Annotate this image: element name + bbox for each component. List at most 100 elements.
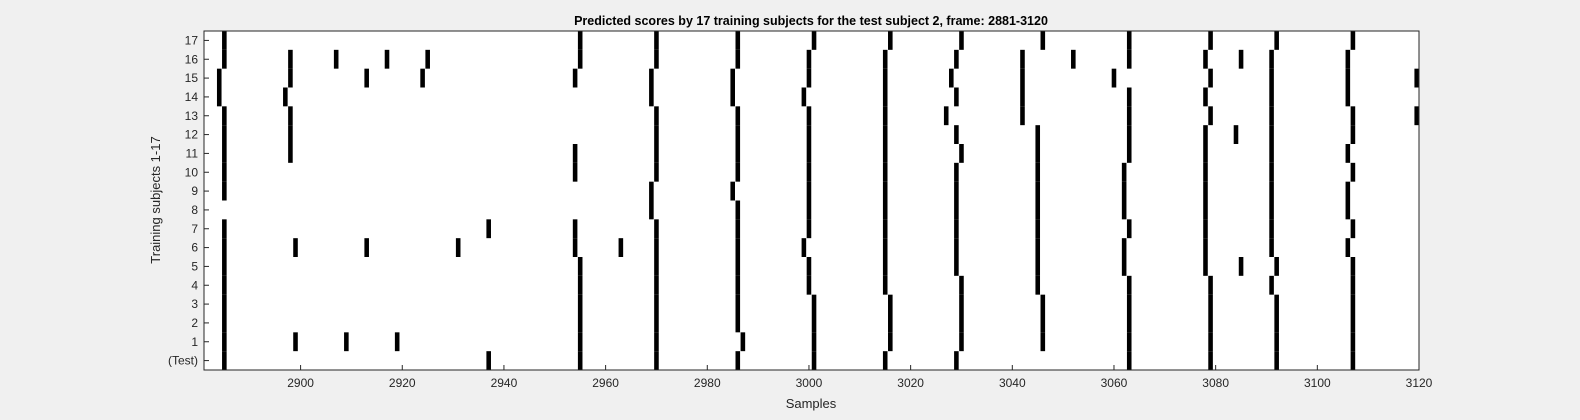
x-tick-label-11: 3120 <box>1406 376 1433 390</box>
score-mark-row4-2 <box>654 275 659 295</box>
score-mark-row4-1 <box>577 275 583 295</box>
score-mark-row11-6 <box>882 144 888 163</box>
score-mark-row1-6 <box>740 332 746 352</box>
score-mark-row2-7 <box>1040 313 1046 333</box>
score-mark-row16-0 <box>222 49 227 69</box>
score-mark-row14-9 <box>1203 87 1208 107</box>
score-mark-row0-5 <box>811 351 817 370</box>
score-mark-row2-4 <box>811 313 817 333</box>
score-mark-row2-3 <box>735 313 741 333</box>
score-mark-row16-8 <box>806 49 812 69</box>
score-mark-row4-11 <box>1350 275 1356 295</box>
score-mark-row11-3 <box>654 144 659 163</box>
score-mark-row16-5 <box>577 49 583 69</box>
score-mark-row10-6 <box>954 162 959 182</box>
score-mark-row9-8 <box>1203 181 1208 201</box>
score-mark-row8-7 <box>1203 200 1208 220</box>
score-mark-row13-2 <box>654 106 659 126</box>
score-mark-row4-10 <box>1269 275 1274 295</box>
score-mark-row11-1 <box>288 144 293 163</box>
y-tick-label-3: 3 <box>191 297 198 311</box>
score-mark-row0-9 <box>1208 351 1213 370</box>
score-mark-row4-0 <box>222 275 227 295</box>
score-mark-row2-2 <box>654 313 659 333</box>
score-mark-row11-2 <box>572 144 578 163</box>
score-mark-row17-5 <box>888 31 893 50</box>
score-mark-row3-7 <box>1040 294 1046 314</box>
score-mark-row14-8 <box>1126 87 1132 107</box>
score-mark-row5-8 <box>1121 257 1127 276</box>
x-tick-label-6: 3020 <box>897 376 924 390</box>
y-tick-label-0: (Test) <box>168 354 198 368</box>
y-tick-label-14: 14 <box>185 90 199 104</box>
score-mark-row15-7 <box>806 68 812 88</box>
x-tick-label-8: 3060 <box>1101 376 1128 390</box>
score-mark-row8-5 <box>1035 200 1041 220</box>
score-mark-row17-7 <box>1040 31 1046 50</box>
score-mark-row16-2 <box>333 49 339 69</box>
score-mark-row9-10 <box>1345 181 1351 201</box>
y-tick-label-9: 9 <box>191 184 198 198</box>
x-tick-label-0: 2900 <box>287 376 314 390</box>
score-mark-row15-12 <box>1208 68 1213 88</box>
score-mark-row15-0 <box>216 68 222 88</box>
score-mark-row9-9 <box>1269 181 1274 201</box>
score-mark-row12-9 <box>1203 125 1208 144</box>
y-tick-label-2: 2 <box>191 316 198 330</box>
score-mark-row12-11 <box>1269 125 1274 144</box>
score-mark-row1-12 <box>1208 332 1213 352</box>
score-mark-row0-1 <box>486 351 491 370</box>
score-mark-row6-1 <box>293 238 298 257</box>
score-mark-row2-5 <box>888 313 893 333</box>
score-mark-row9-7 <box>1121 181 1127 201</box>
score-mark-row12-2 <box>654 125 659 144</box>
score-mark-row11-5 <box>806 144 812 163</box>
y-tick-label-7: 7 <box>191 222 198 236</box>
score-mark-row16-13 <box>1126 49 1132 69</box>
score-mark-row10-2 <box>654 162 659 182</box>
score-mark-row2-11 <box>1350 313 1356 333</box>
score-mark-row0-11 <box>1350 351 1356 370</box>
score-mark-row5-9 <box>1203 257 1208 276</box>
score-mark-row11-12 <box>1345 144 1351 163</box>
score-mark-row9-5 <box>954 181 959 201</box>
score-mark-row4-8 <box>1126 275 1132 295</box>
score-mark-row14-5 <box>882 87 888 107</box>
x-tick-label-2: 2940 <box>491 376 518 390</box>
score-mark-row13-1 <box>288 106 293 126</box>
score-mark-row12-7 <box>1035 125 1041 144</box>
x-axis-ticks: 2900 2920 2940 2960 2980 3000 3020 3040 3060 3080… <box>287 365 1433 390</box>
score-mark-row14-2 <box>649 87 654 107</box>
score-mark-row5-2 <box>654 257 659 276</box>
y-tick-label-17: 17 <box>185 33 199 47</box>
x-tick-label-7: 3040 <box>999 376 1026 390</box>
score-mark-row9-4 <box>882 181 888 201</box>
score-mark-row17-6 <box>959 31 964 50</box>
score-mark-row6-8 <box>801 238 807 257</box>
score-mark-row17-2 <box>654 31 659 50</box>
score-mark-row4-7 <box>1035 275 1041 295</box>
y-tick-label-4: 4 <box>191 278 198 292</box>
y-tick-label-10: 10 <box>185 165 199 179</box>
score-mark-row8-0 <box>649 200 654 220</box>
score-mark-row6-6 <box>654 238 659 257</box>
score-mark-row1-5 <box>654 332 659 352</box>
score-mark-row12-3 <box>735 125 741 144</box>
score-mark-row4-5 <box>882 275 888 295</box>
score-mark-row3-0 <box>222 294 227 314</box>
score-mark-row10-0 <box>222 162 227 182</box>
score-mark-row5-0 <box>222 257 227 276</box>
score-mark-row4-3 <box>735 275 741 295</box>
score-mark-row17-1 <box>577 31 583 50</box>
score-mark-row14-6 <box>954 87 959 107</box>
score-mark-row13-10 <box>1269 106 1274 126</box>
score-mark-row1-7 <box>811 332 817 352</box>
score-mark-row10-1 <box>572 162 578 182</box>
score-mark-row3-9 <box>1208 294 1213 314</box>
score-mark-row13-5 <box>882 106 888 126</box>
score-mark-row17-4 <box>811 31 817 50</box>
score-mark-row7-5 <box>806 219 812 239</box>
y-axis-label: Training subjects 1-17 <box>148 136 163 263</box>
raster-marks <box>216 31 1419 370</box>
score-mark-row11-8 <box>1035 144 1041 163</box>
